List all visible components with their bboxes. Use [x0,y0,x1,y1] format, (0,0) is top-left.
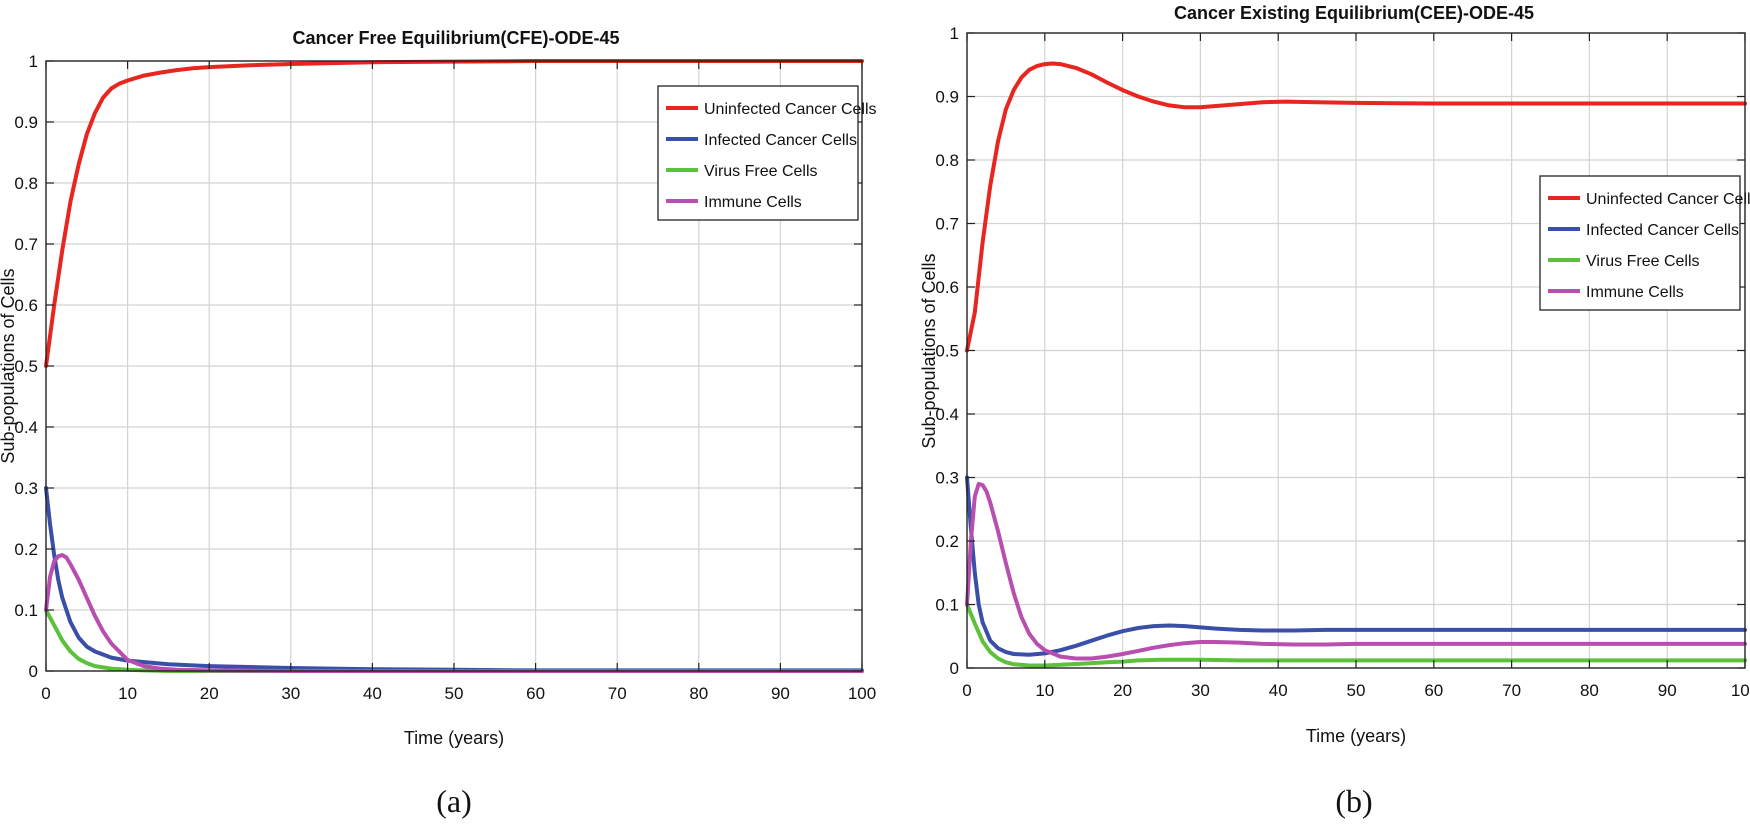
figure-caption: (b) [1335,783,1372,819]
y-tick-label: 0.9 [935,88,959,107]
y-tick-label: 0.8 [14,174,38,193]
y-axis-label: Sub-populations of Cells [0,268,18,463]
x-tick-label: 70 [1502,681,1521,700]
x-tick-label: 30 [281,684,300,703]
x-tick-label: 50 [1347,681,1366,700]
x-tick-label: 40 [363,684,382,703]
x-tick-label: 60 [526,684,545,703]
y-tick-label: 1 [950,24,959,43]
y-tick-label: 0.3 [935,469,959,488]
y-tick-label: 0.9 [14,113,38,132]
x-tick-label: 80 [689,684,708,703]
x-tick-label: 20 [1113,681,1132,700]
x-tick-label: 0 [962,681,971,700]
chart-cee: Cancer Existing Equilibrium(CEE)-ODE-45 … [919,3,1750,819]
y-tick-label: 0.5 [14,357,38,376]
y-tick-label: 0.6 [14,296,38,315]
x-tick-label: 40 [1269,681,1288,700]
x-tick-label: 20 [200,684,219,703]
y-tick-label: 0.5 [935,342,959,361]
y-tick-label: 0.7 [14,235,38,254]
legend-label: Infected Cancer Cells [1586,222,1739,239]
y-tick-label: 0.7 [935,215,959,234]
y-tick-label: 0 [950,659,959,678]
y-tick-label: 1 [29,52,38,71]
series-line-immune-cells [965,481,1747,661]
y-tick-label: 0 [29,662,38,681]
x-axis-label: Time (years) [404,728,504,748]
axes: 0 10 20 30 40 50 60 70 80 90 100 0 0.1 0.2 0.3 0.4 0.5 0.… [935,24,1750,700]
x-tick-label: 30 [1191,681,1210,700]
x-tick-label: 100 [1731,681,1750,700]
y-tick-label: 0.4 [935,405,959,424]
legend: Uninfected Cancer Cells Infected Cancer C… [657,85,877,221]
legend-label: Immune Cells [1586,284,1684,301]
y-axis-label: Sub-populations of Cells [919,253,939,448]
series-line-infected-cancer-cells [965,475,1747,657]
y-tick-label: 0.1 [14,601,38,620]
y-tick-label: 0.8 [935,151,959,170]
figure-caption: (a) [436,783,472,819]
series-line-uninfected-cancer-cells [965,61,1747,353]
chart-title: Cancer Existing Equilibrium(CEE)-ODE-45 [1174,3,1534,23]
chart-title: Cancer Free Equilibrium(CFE)-ODE-45 [292,28,619,48]
x-tick-label: 60 [1424,681,1443,700]
legend-label: Uninfected Cancer Cells [1586,191,1750,208]
legend-label: Infected Cancer Cells [704,132,857,149]
y-tick-label: 0.6 [935,278,959,297]
x-tick-label: 80 [1580,681,1599,700]
axes: 0 10 20 30 40 50 60 70 80 90 100 0 0.1 0.2 0.3 0.4 0.5 0.… [14,52,876,703]
legend-label: Virus Free Cells [704,163,818,180]
legend-label: Virus Free Cells [1586,253,1700,270]
y-tick-label: 0.2 [935,532,959,551]
x-tick-label: 90 [771,684,790,703]
grid [967,33,1745,668]
x-tick-label: 100 [848,684,876,703]
legend-label: Uninfected Cancer Cells [704,101,877,118]
y-tick-label: 0.4 [14,418,38,437]
chart-cfe: Cancer Free Equilibrium(CFE)-ODE-45 0 10 2… [0,28,877,819]
x-tick-label: 10 [1035,681,1054,700]
x-tick-label: 90 [1658,681,1677,700]
x-axis-label: Time (years) [1306,726,1406,746]
x-tick-label: 10 [118,684,137,703]
legend-label: Immune Cells [704,194,802,211]
y-tick-label: 0.1 [935,596,959,615]
x-tick-label: 0 [41,684,50,703]
grid [46,61,862,671]
x-tick-label: 70 [608,684,627,703]
legend: Uninfected Cancer Cells Infected Cancer C… [1539,175,1750,311]
y-tick-label: 0.3 [14,479,38,498]
y-tick-label: 0.2 [14,540,38,559]
x-tick-label: 50 [445,684,464,703]
